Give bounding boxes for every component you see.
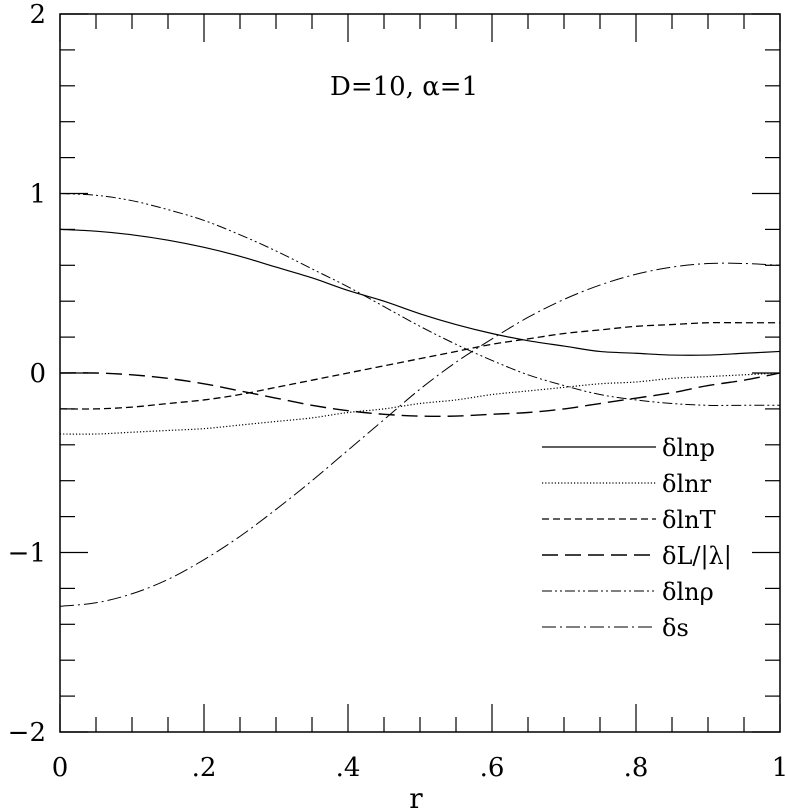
y-tick-label: −2 bbox=[8, 718, 46, 748]
legend-label-5: δs bbox=[662, 614, 689, 642]
annotation-text: D=10, α=1 bbox=[330, 72, 478, 102]
x-tick-label: 1 bbox=[772, 753, 786, 783]
y-tick-label: 1 bbox=[29, 180, 46, 210]
legend-label-1: δlnr bbox=[662, 470, 712, 498]
x-tick-label: .6 bbox=[480, 753, 505, 783]
legend-label-3: δL/|λ| bbox=[662, 542, 732, 571]
series-line-0 bbox=[59, 228, 781, 356]
y-tick-label: 2 bbox=[29, 0, 46, 30]
series-line-3 bbox=[59, 372, 781, 418]
x-tick-label: .2 bbox=[192, 753, 217, 783]
series-line-4 bbox=[59, 193, 780, 406]
series-line-5 bbox=[59, 262, 781, 607]
x-tick-label: .8 bbox=[624, 753, 649, 783]
legend: δlnp δlnr δlnT δL/|λ| δlnρ δs bbox=[542, 434, 732, 642]
x-axis-label: r bbox=[409, 782, 423, 810]
axis-ticks bbox=[59, 13, 781, 733]
axis-tick-labels: 0 .2 .4 .6 .8 1 −2 −1 0 1 2 bbox=[8, 0, 786, 783]
data-series bbox=[59, 193, 781, 607]
legend-label-4: δlnρ bbox=[662, 578, 714, 606]
series-line-1 bbox=[59, 372, 781, 435]
x-tick-label: .4 bbox=[336, 753, 361, 783]
x-tick-label: 0 bbox=[52, 753, 69, 783]
y-tick-label: 0 bbox=[29, 359, 46, 389]
legend-label-0: δlnp bbox=[662, 434, 715, 462]
series-line-2 bbox=[59, 321, 780, 410]
legend-label-2: δlnT bbox=[662, 506, 716, 534]
y-tick-label: −1 bbox=[8, 539, 46, 569]
